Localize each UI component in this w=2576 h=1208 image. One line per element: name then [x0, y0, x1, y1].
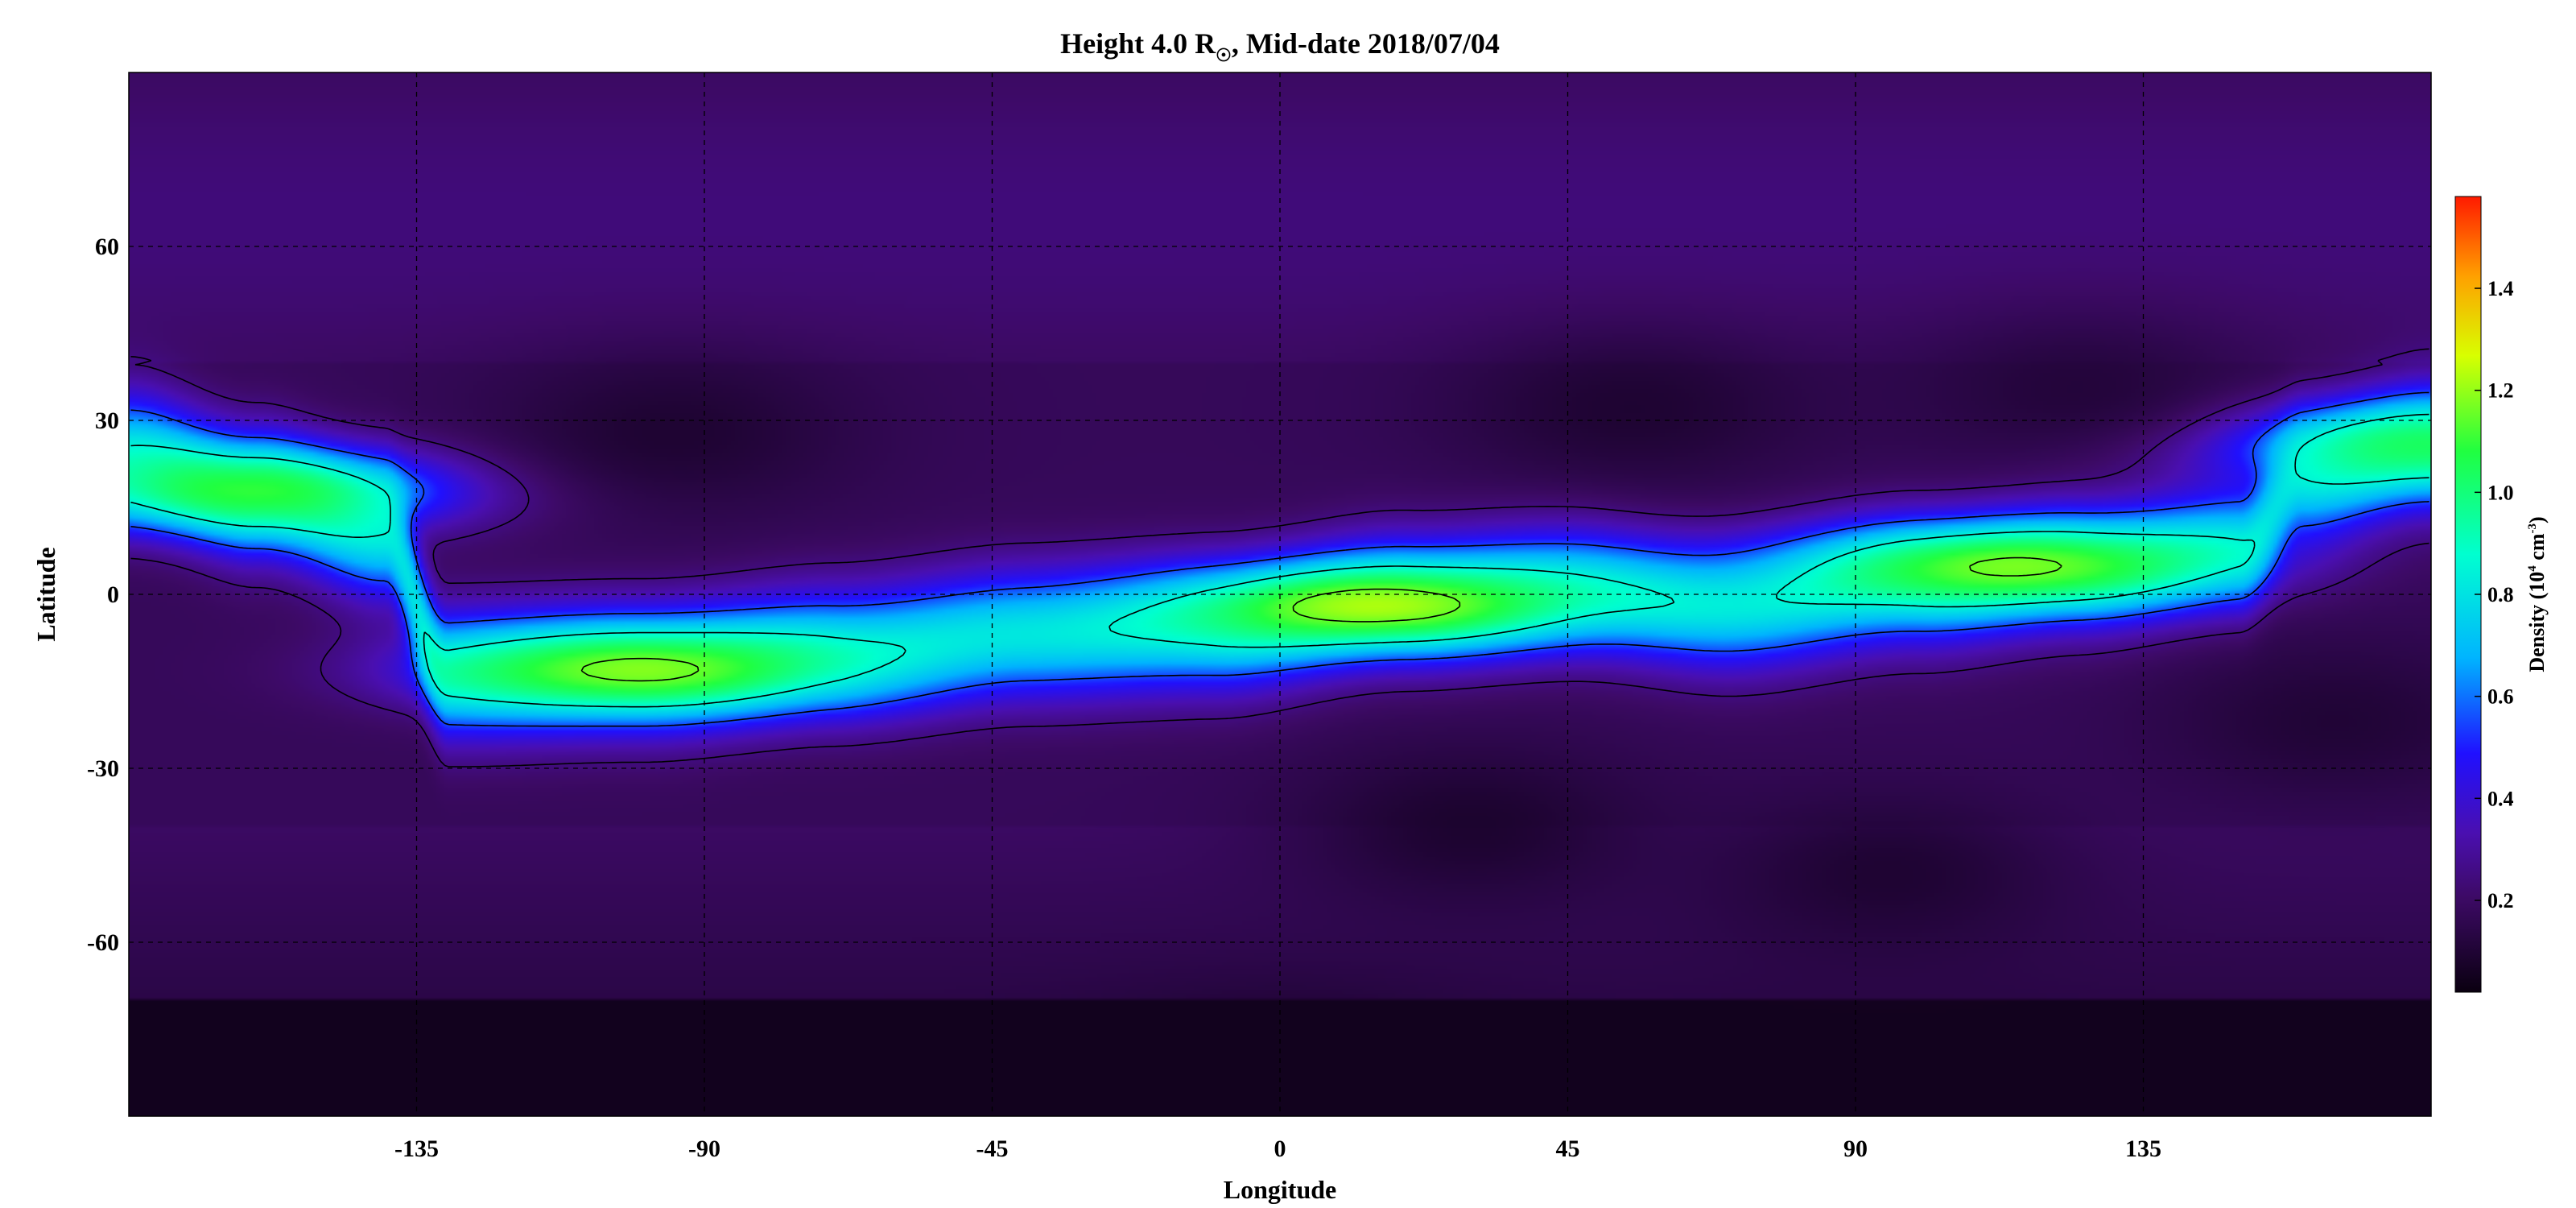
- contour-level-1: [130, 391, 2429, 727]
- colorbar-label: Density (104 cm-3): [2525, 516, 2549, 672]
- chart-title-suffix: , Mid-date 2018/07/04: [1232, 27, 1500, 60]
- x-tick-label: -135: [394, 1136, 439, 1162]
- grid-lines: [129, 72, 2431, 1116]
- colorbar-tick-label: 1.2: [2487, 379, 2514, 403]
- y-tick-label: 30: [95, 407, 119, 434]
- colorbar-ticks: 0.2 0.4 0.6 0.8 1.0 1.2 1.4: [2475, 277, 2514, 912]
- contour-level-3: [580, 556, 2062, 682]
- plot-frame: [128, 72, 2432, 1117]
- x-tick-label: 90: [1843, 1136, 1868, 1162]
- x-axis-label: Longitude: [1224, 1175, 1336, 1204]
- x-tick-label: 45: [1556, 1136, 1580, 1162]
- y-axis-ticks: 60 30 0 -30 -60: [87, 234, 119, 956]
- x-tick-label: 135: [2125, 1136, 2161, 1162]
- colorbar-tick-label: 0.6: [2487, 685, 2514, 709]
- x-tick-label: -90: [688, 1136, 720, 1162]
- x-tick-label: 0: [1274, 1136, 1286, 1162]
- contour-level-0: [130, 348, 2429, 767]
- y-axis-label: Latitude: [31, 547, 60, 641]
- colorbar-tick-label: 0.2: [2487, 889, 2514, 912]
- chart-title: Height 4.0 R☉, Mid-date 2018/07/04: [1060, 27, 1500, 65]
- contour-level-2: [130, 413, 2429, 708]
- colorbar-tick-label: 1.0: [2487, 481, 2514, 504]
- y-tick-label: 0: [107, 581, 119, 608]
- y-tick-label: -60: [87, 929, 119, 956]
- y-tick-label: 60: [95, 234, 119, 260]
- colorbar-tick-label: 0.4: [2487, 787, 2514, 810]
- contour-lines: [130, 348, 2429, 767]
- chart-title-prefix: Height 4.0 R: [1060, 27, 1216, 60]
- colorbar-tick-label: 1.4: [2487, 277, 2514, 300]
- y-tick-label: -30: [87, 755, 119, 782]
- colorbar-tick-label: 0.8: [2487, 583, 2514, 606]
- x-tick-label: -45: [976, 1136, 1009, 1162]
- x-axis-ticks: -135 -90 -45 0 45 90 135: [394, 1136, 2161, 1162]
- chart-title-subscript: ☉: [1216, 45, 1232, 65]
